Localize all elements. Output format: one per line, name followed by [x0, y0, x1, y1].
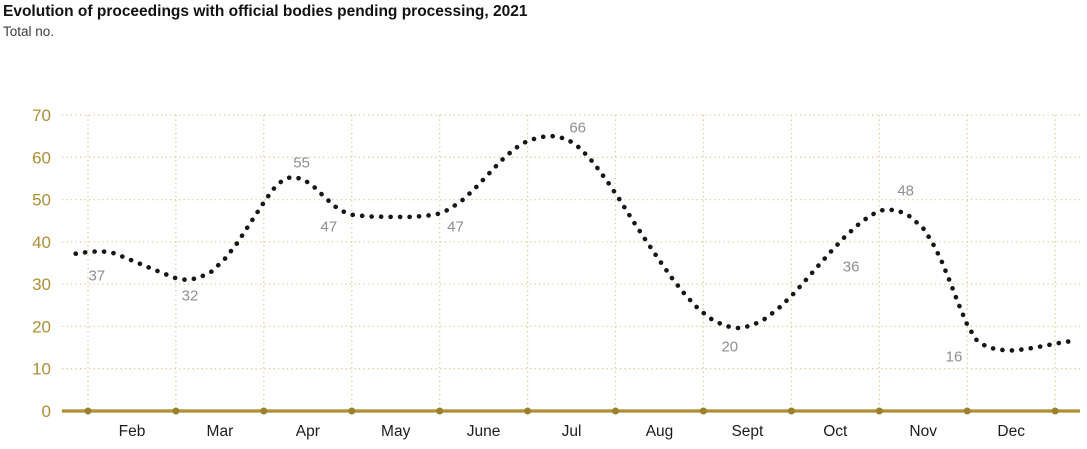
y-tick-label: 60	[32, 148, 51, 167]
x-tick-labels: Feb Mar Apr May June Jul Aug Sept Oct Nov Dec	[119, 423, 1026, 440]
x-axis-tick-dot	[524, 407, 532, 415]
chart-subtitle: Total no.	[3, 24, 55, 39]
y-tick-label: 70	[32, 106, 51, 125]
x-tick-label-may: May	[381, 423, 411, 440]
y-tick-labels: 0 10 20 30 40 50 60 70	[32, 106, 51, 421]
value-label: 66	[569, 119, 586, 136]
x-tick-label-jul: Jul	[562, 423, 582, 440]
x-axis-tick-dot	[436, 407, 444, 415]
horizontal-gridlines	[62, 114, 1080, 370]
x-axis-tick-dot	[787, 407, 795, 415]
x-axis-tick-dot	[963, 407, 971, 415]
y-tick-label: 30	[32, 275, 51, 294]
vertical-gridlines	[87, 115, 1056, 409]
chart-title: Evolution of proceedings with official b…	[3, 3, 528, 20]
value-label: 32	[182, 288, 199, 305]
value-label: 36	[843, 259, 860, 276]
y-tick-label: 20	[32, 317, 51, 336]
y-tick-label: 40	[32, 233, 51, 252]
data-curve	[73, 133, 1074, 353]
x-axis-tick-dot	[1051, 407, 1059, 415]
value-label: 48	[897, 182, 914, 199]
y-tick-label: 0	[42, 402, 51, 421]
x-axis-tick-dot	[699, 407, 707, 415]
x-tick-label-feb: Feb	[119, 423, 146, 440]
x-axis-tick-dot	[172, 407, 180, 415]
x-tick-label-june: June	[467, 423, 501, 440]
value-label: 47	[321, 218, 338, 235]
value-label: 55	[293, 154, 310, 171]
value-label: 47	[447, 218, 464, 235]
x-tick-label-mar: Mar	[207, 423, 234, 440]
x-tick-label-sept: Sept	[731, 423, 764, 440]
x-axis-tick-dot	[84, 407, 92, 415]
x-axis-tick-dot	[348, 407, 356, 415]
value-label: 16	[946, 349, 963, 366]
value-labels: 37 32 55 47 47 66 20 36 48 16	[88, 119, 962, 365]
x-tick-label-oct: Oct	[823, 423, 848, 440]
value-label: 20	[721, 338, 738, 355]
y-tick-label: 50	[32, 191, 51, 210]
x-axis-tick-dot	[875, 407, 883, 415]
x-axis-tick-dot	[612, 407, 619, 415]
x-tick-label-apr: Apr	[296, 423, 320, 440]
x-tick-label-aug: Aug	[646, 423, 674, 440]
x-axis	[62, 407, 1080, 415]
x-axis-tick-dot	[260, 407, 268, 415]
y-tick-label: 10	[32, 360, 51, 379]
value-label: 37	[88, 267, 105, 284]
x-tick-label-dec: Dec	[997, 423, 1025, 440]
x-tick-label-nov: Nov	[909, 423, 937, 440]
